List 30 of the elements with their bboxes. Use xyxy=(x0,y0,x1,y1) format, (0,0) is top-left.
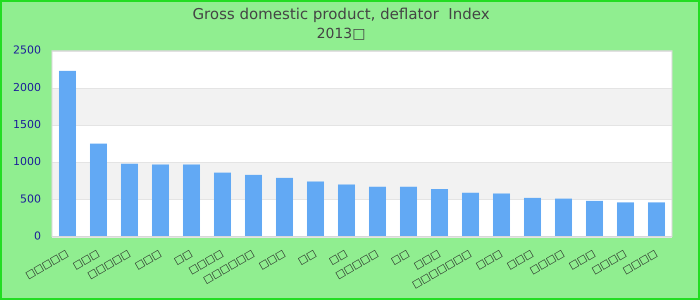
bar xyxy=(462,192,480,237)
bar xyxy=(152,164,170,237)
bar xyxy=(306,182,324,237)
bar xyxy=(214,172,232,237)
y-tick-label: 1000 xyxy=(12,155,41,168)
bar xyxy=(244,174,262,237)
bar xyxy=(586,200,604,237)
bar xyxy=(616,202,634,237)
bar xyxy=(400,186,418,237)
bar xyxy=(182,164,200,237)
bar xyxy=(120,164,138,237)
bar xyxy=(276,178,294,237)
y-tick-label: 500 xyxy=(20,192,41,206)
x-tick-label: □□ xyxy=(296,248,318,268)
bar xyxy=(338,184,356,237)
bar xyxy=(90,144,108,237)
x-tick-label: □□ xyxy=(389,248,412,268)
y-tick-label: 1500 xyxy=(12,118,41,131)
bar xyxy=(524,198,542,237)
bar xyxy=(554,198,572,237)
y-tick-label: 0 xyxy=(34,229,41,242)
y-tick-label: 2000 xyxy=(12,80,41,94)
bar xyxy=(648,202,666,237)
chart-title: Gross domestic product, deflator Index xyxy=(192,4,490,23)
bar xyxy=(368,186,386,237)
bar xyxy=(492,193,510,237)
bar xyxy=(58,70,76,237)
bar xyxy=(430,188,448,237)
y-tick-label: 2500 xyxy=(12,44,41,57)
chart-subtitle: 2013□ xyxy=(316,26,366,42)
